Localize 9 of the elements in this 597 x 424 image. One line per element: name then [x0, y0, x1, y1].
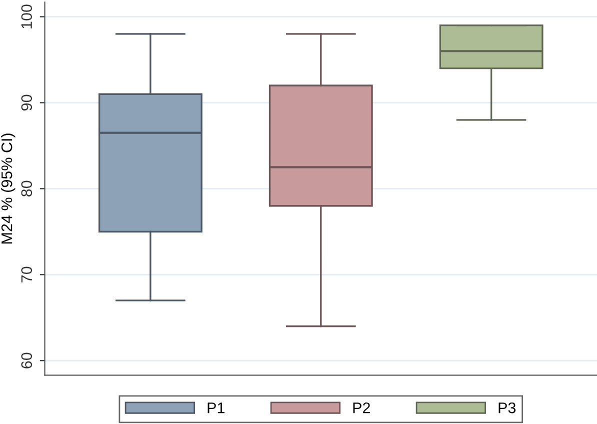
legend-label: P3	[498, 402, 516, 414]
y-axis-title: M24 % (95% CI)	[1, 134, 16, 244]
y-tick-label: 60	[21, 352, 32, 368]
y-tick-label: 80	[21, 180, 32, 197]
legend-label: P2	[353, 402, 370, 414]
y-tick-label: 70	[21, 266, 32, 282]
y-tick-label: 90	[21, 94, 32, 110]
y-tick-label: 100	[21, 4, 32, 28]
legend-label: P1	[208, 402, 224, 414]
